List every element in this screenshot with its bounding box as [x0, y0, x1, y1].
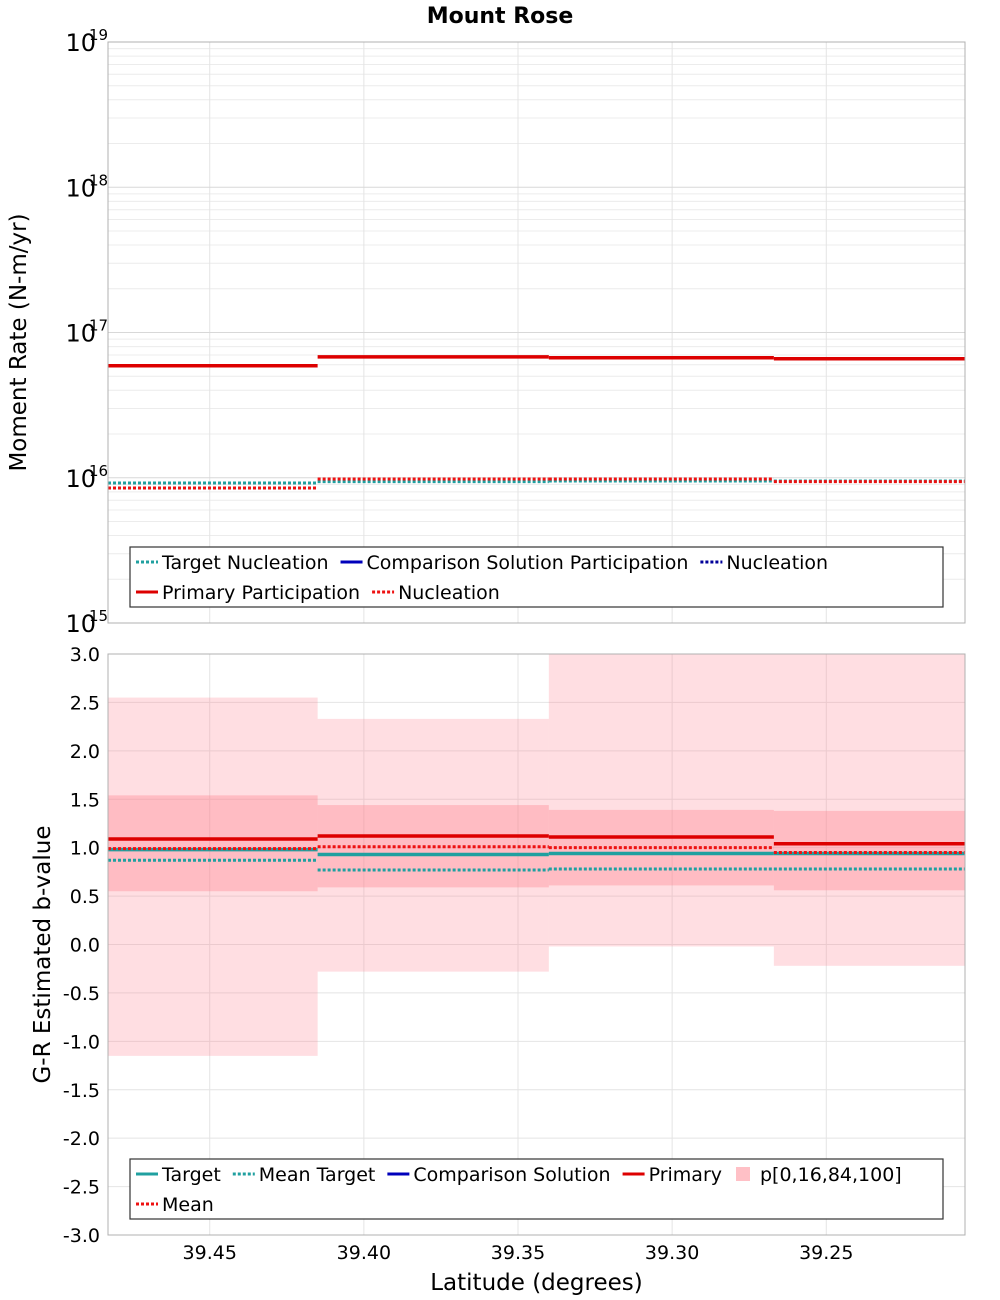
y-tick-label: 2.0 — [70, 741, 100, 763]
plot-frame — [107, 41, 966, 624]
legend-swatch — [736, 1167, 750, 1181]
legend-label: p[0,16,84,100] — [760, 1164, 902, 1186]
legend-label: Target Nucleation — [161, 552, 329, 574]
y-tick-exponent: 15 — [89, 607, 108, 625]
y-tick-exponent: 18 — [89, 171, 108, 189]
y-tick-label: 3.0 — [70, 644, 100, 666]
y-tick-label: -0.5 — [63, 983, 100, 1005]
legend-label: Comparison Solution — [413, 1164, 610, 1186]
band-p16-p84 — [108, 795, 318, 892]
y-tick-label: 10 — [65, 174, 96, 202]
band-p0-p100 — [108, 697, 318, 1056]
y-axis-label: Moment Rate (N-m/yr) — [6, 213, 32, 471]
y-tick-label: 1.0 — [70, 838, 100, 860]
y-tick-label: 2.5 — [70, 692, 100, 714]
y-tick-label: -1.5 — [63, 1080, 100, 1102]
legend-label: Primary Participation — [162, 582, 360, 604]
x-tick-label: 39.25 — [799, 1242, 853, 1264]
legend-box — [129, 1158, 944, 1220]
y-axis-label: G-R Estimated b-value — [30, 825, 56, 1083]
plot-frame — [107, 653, 966, 1236]
x-tick-label: 39.30 — [645, 1242, 699, 1264]
y-tick-label: 0.5 — [70, 886, 100, 908]
y-tick-label: 10 — [65, 320, 96, 348]
legend-label: Nucleation — [726, 552, 828, 574]
legend-box — [129, 546, 944, 608]
y-tick-exponent: 19 — [89, 26, 108, 44]
y-tick-label: 10 — [65, 465, 96, 493]
chart-title: Mount Rose — [427, 4, 574, 29]
x-axis-label: Latitude (degrees) — [430, 1270, 643, 1296]
legend-label: Comparison Solution Participation — [367, 552, 689, 574]
legend-label: Nucleation — [398, 582, 500, 604]
y-tick-exponent: 17 — [89, 317, 108, 335]
y-tick-label: 1.5 — [70, 789, 100, 811]
y-tick-label: -2.0 — [63, 1128, 100, 1150]
legend-label: Primary — [649, 1164, 722, 1186]
y-tick-label: 10 — [65, 29, 96, 57]
band-p0-p100 — [548, 654, 774, 947]
y-tick-exponent: 16 — [89, 462, 108, 480]
band-p16-p84 — [773, 810, 965, 891]
y-tick-label: 10 — [65, 610, 96, 638]
legend-label: Mean Target — [259, 1164, 376, 1186]
band-p0-p100 — [773, 654, 965, 966]
legend-label: Mean — [162, 1194, 214, 1216]
y-tick-label: -1.0 — [63, 1031, 100, 1053]
legend-label: Target — [161, 1164, 221, 1186]
y-tick-label: -3.0 — [63, 1225, 100, 1247]
x-tick-label: 39.45 — [183, 1242, 237, 1264]
y-tick-label: 0.0 — [70, 935, 100, 957]
y-tick-label: -2.5 — [63, 1177, 100, 1199]
x-tick-label: 39.35 — [491, 1242, 545, 1264]
x-tick-label: 39.40 — [337, 1242, 391, 1264]
bottom-plot-b-value: 3.0 2.5 2.0 1.5 1.0 0.5 0.0 -0.5 -1.0 -1.5 -2.0 -2.… — [30, 644, 966, 1296]
